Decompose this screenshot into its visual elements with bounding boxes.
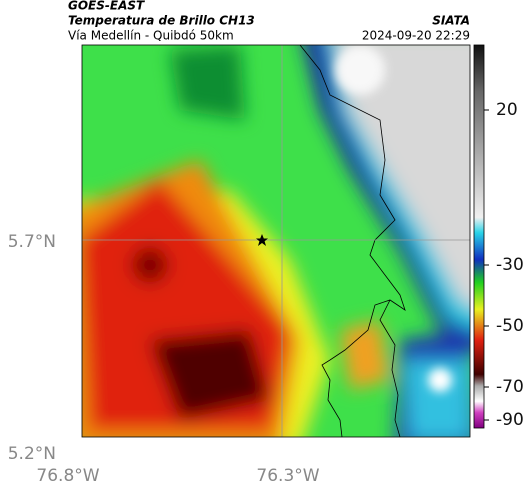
source: GOES-EAST bbox=[68, 0, 145, 13]
lon-label: 76.8°W bbox=[36, 466, 99, 486]
map-frame bbox=[81, 44, 471, 438]
subtitle: Vía Medellín - Quibdó 50km bbox=[68, 29, 234, 43]
lat-label: 5.7°N bbox=[8, 232, 56, 252]
lat-label: 5.2°N bbox=[8, 444, 56, 464]
timestamp: 2024-09-20 22:29 bbox=[362, 29, 470, 43]
colorbar-label: -50 bbox=[496, 316, 524, 336]
brand: SIATA bbox=[432, 14, 470, 28]
satellite-image bbox=[82, 45, 470, 437]
title: Temperatura de Brillo CH13 bbox=[68, 14, 255, 28]
colorbar-ticks bbox=[484, 109, 489, 421]
colorbar-label: -70 bbox=[496, 377, 524, 397]
colorbar bbox=[473, 44, 485, 429]
colorbar-label: -90 bbox=[496, 410, 524, 430]
lon-label: 76.3°W bbox=[256, 466, 319, 486]
colorbar-label: -30 bbox=[496, 255, 524, 275]
colorbar-label: 20 bbox=[496, 100, 518, 120]
